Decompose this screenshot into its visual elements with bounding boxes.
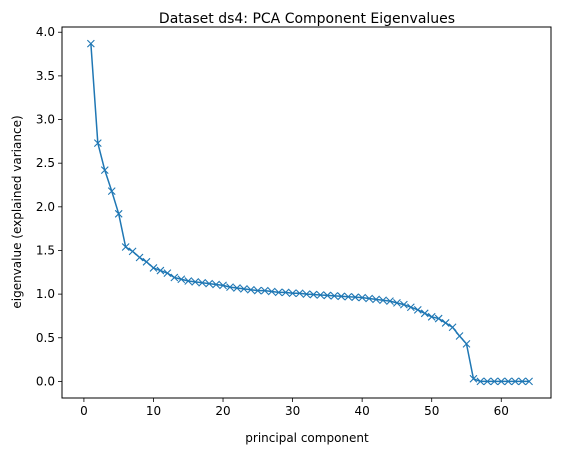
data-point-marker: [295, 289, 304, 298]
data-point-marker: [302, 290, 311, 299]
plot-frame: [61, 26, 552, 399]
y-tick-label: 1.5: [36, 243, 55, 257]
data-point-marker: [316, 291, 325, 299]
data-point-marker: [240, 284, 248, 293]
data-point-marker: [149, 264, 158, 272]
data-point-marker: [469, 374, 478, 383]
data-point-marker: [246, 285, 255, 294]
x-axis-label: principal component: [245, 431, 369, 445]
data-point-marker: [483, 377, 492, 386]
data-point-marker: [365, 294, 373, 303]
data-point-marker: [253, 286, 262, 295]
data-point-marker: [490, 377, 499, 386]
data-point-marker: [420, 309, 429, 318]
data-point-marker: [274, 288, 283, 297]
y-axis: 0.0 0.5 1.0 1.5 2.0 2.5 3.0 3.5 4.0: [36, 25, 62, 388]
y-tick-label: 0.5: [36, 331, 55, 345]
chart-title: Dataset ds4: PCA Component Eigenvalues: [159, 11, 455, 27]
data-point-marker: [281, 288, 290, 297]
x-tick-label: 50: [424, 404, 439, 418]
data-point-marker: [177, 275, 186, 284]
data-point-marker: [462, 339, 471, 348]
data-point-marker: [288, 289, 297, 298]
data-point-marker: [309, 290, 318, 299]
data-point-marker: [455, 332, 464, 340]
data-point-marker: [260, 286, 269, 295]
data-point-marker: [135, 253, 144, 262]
data-point-marker: [198, 278, 207, 287]
data-point-marker: [93, 139, 102, 147]
data-point-marker: [114, 209, 123, 218]
x-tick-label: 30: [285, 404, 300, 418]
x-tick-label: 60: [494, 404, 509, 418]
data-point-marker: [393, 298, 401, 307]
data-point-marker: [441, 319, 450, 327]
data-point-marker: [330, 291, 339, 300]
data-point-marker: [413, 305, 422, 314]
data-point-marker: [358, 293, 367, 302]
data-point-marker: [267, 287, 276, 296]
data-point-marker: [233, 284, 241, 292]
data-point-marker: [448, 323, 457, 332]
data-point-marker: [427, 312, 436, 321]
data-point-marker: [386, 297, 394, 305]
data-point-marker: [406, 303, 415, 312]
x-tick-label: 0: [80, 404, 88, 418]
data-point-marker: [100, 166, 109, 175]
y-tick-label: 2.0: [36, 200, 55, 214]
y-tick-label: 1.0: [36, 287, 55, 301]
y-tick-label: 2.5: [36, 156, 55, 170]
data-point-marker: [323, 291, 332, 300]
data-point-marker: [184, 277, 193, 285]
data-point-marker: [226, 283, 234, 292]
data-point-marker: [86, 39, 95, 48]
data-point-marker: [434, 314, 443, 323]
data-point-marker: [511, 377, 520, 386]
data-point-marker: [476, 377, 485, 386]
data-point-marker: [518, 377, 527, 386]
data-point-marker: [205, 279, 214, 288]
y-tick-label: 3.5: [36, 69, 55, 83]
data-point-marker: [212, 280, 220, 289]
data-point-marker: [399, 300, 408, 309]
x-tick-label: 20: [215, 404, 230, 418]
y-tick-label: 3.0: [36, 113, 55, 127]
x-tick-label: 40: [355, 404, 370, 418]
data-point-marker: [337, 292, 346, 301]
data-point-marker: [344, 292, 353, 301]
x-tick-label: 10: [146, 404, 161, 418]
data-point-marker: [107, 187, 116, 196]
data-point-marker: [142, 257, 151, 266]
y-tick-label: 4.0: [36, 25, 55, 39]
data-point-marker: [121, 243, 130, 251]
y-tick-label: 0.0: [36, 374, 55, 388]
y-axis-label: eigenvalue (explained variance): [10, 115, 24, 308]
data-point-marker: [497, 377, 506, 386]
series-line: [90, 43, 530, 383]
data-point-marker: [351, 293, 360, 302]
data-point-marker: [191, 278, 200, 286]
data-point-marker: [163, 269, 172, 278]
data-point-marker: [504, 377, 513, 386]
data-point-marker: [219, 281, 227, 290]
data-point-marker: [379, 296, 387, 305]
data-point-marker: [525, 377, 533, 386]
x-axis: 0 10 20 30 40 50 60: [80, 398, 509, 418]
data-point-marker: [128, 247, 137, 256]
data-point-marker: [156, 266, 165, 275]
data-point-marker: [170, 273, 179, 282]
data-point-marker: [372, 295, 380, 304]
